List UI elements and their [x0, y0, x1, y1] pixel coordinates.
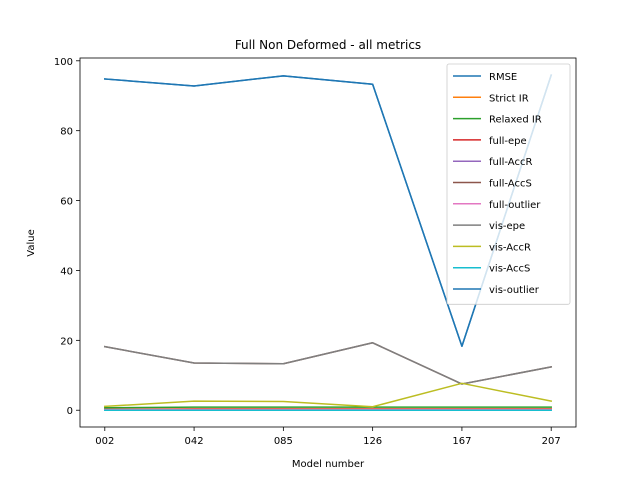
y-axis-label: Value [26, 229, 37, 256]
legend-entry: full-outlier [489, 200, 541, 211]
series-line-vis-epe [103, 342, 553, 385]
legend-entry: RMSE [489, 72, 517, 83]
x-tick-label: 085 [274, 436, 293, 447]
legend-entry: vis-AccS [489, 264, 530, 275]
x-tick-label: 042 [185, 436, 204, 447]
series-line-relaxed-ir [104, 406, 552, 409]
legend: RMSE Strict IR Relaxed IR full-epe full-AccR… [446, 63, 571, 305]
y-tick-label: 60 [60, 197, 73, 208]
legend-entry: Relaxed IR [489, 115, 542, 126]
legend-entry: full-AccR [489, 157, 532, 168]
x-tick-label: 002 [95, 436, 114, 447]
plot-area: 002 042 085 126 167 207 0 20 40 60 80 100 [54, 57, 577, 447]
x-tick-label: 167 [452, 436, 471, 447]
y-tick-label: 100 [54, 57, 73, 68]
chart-title: Full Non Deformed - all metrics [235, 38, 421, 52]
x-tick-label: 207 [542, 436, 561, 447]
x-axis-label: Model number [292, 459, 365, 470]
legend-entry: vis-AccR [489, 242, 531, 253]
y-tick-label: 20 [60, 336, 73, 347]
y-tick-label: 0 [67, 406, 73, 417]
legend-entry: Strict IR [489, 93, 529, 104]
x-tick-label: 126 [363, 436, 382, 447]
legend-entry: full-AccS [489, 179, 532, 190]
legend-entry: vis-epe [489, 221, 525, 232]
axes-frame [79, 57, 577, 428]
legend-entry: vis-outlier [489, 285, 540, 296]
legend-entry: full-epe [489, 136, 527, 147]
y-tick-label: 40 [60, 266, 73, 277]
series-line-vis-accr [104, 382, 553, 408]
y-tick-label: 80 [60, 127, 73, 138]
legend-box [446, 63, 571, 305]
